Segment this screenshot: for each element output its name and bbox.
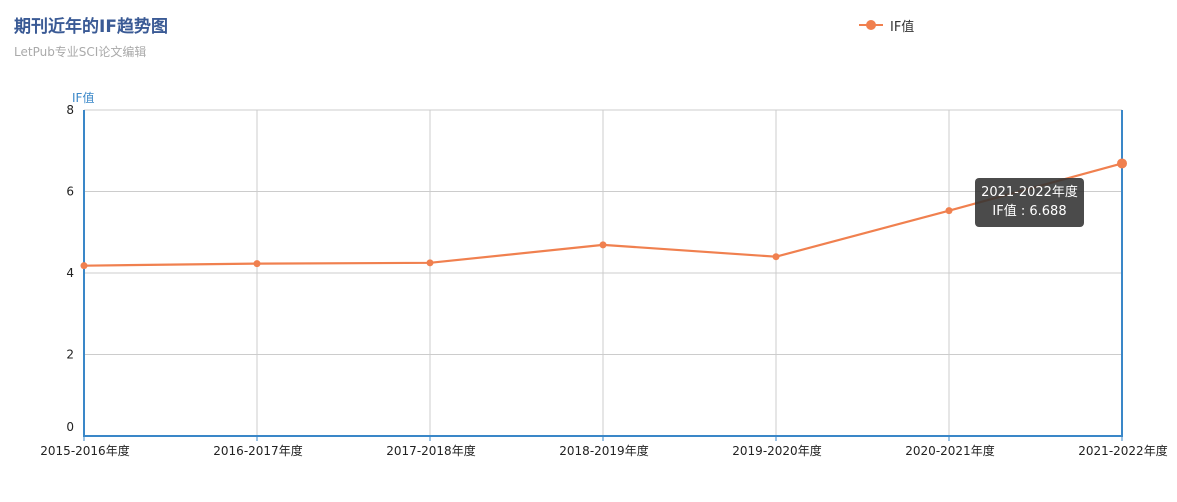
x-tick-label: 2021-2022年度 [1078,443,1167,458]
data-point[interactable] [253,260,261,268]
y-tick-label: 4 [66,266,74,280]
data-point[interactable] [426,259,434,267]
tooltip-value: 6.688 [1029,204,1067,219]
chart-subtitle: LetPub专业SCI论文编辑 [14,45,147,59]
legend-label: IF值 [890,19,915,35]
data-point[interactable] [1117,158,1127,169]
tooltip-value-row: IF值 : 6.688 [975,202,1084,221]
data-point[interactable] [599,241,607,249]
data-point[interactable] [945,207,953,215]
y-tick-label: 6 [66,185,74,199]
x-tick-label: 2016-2017年度 [213,443,302,458]
legend-line-marker-icon [859,20,883,30]
y-tick-label: 8 [66,103,74,117]
x-tick-label: 2019-2020年度 [732,443,821,458]
x-tick-label: 2015-2016年度 [40,443,129,458]
tooltip: 2021-2022年度 IF值 : 6.688 [975,178,1084,227]
y-axis-label: IF值 [72,90,94,105]
tooltip-series-name: IF值 [992,204,1017,219]
x-tick-label: 2020-2021年度 [905,443,994,458]
chart-title: 期刊近年的IF趋势图 [14,17,168,37]
data-point[interactable] [772,253,780,261]
y-tick-label: 2 [66,348,74,362]
tooltip-separator: : [1016,204,1030,219]
x-tick-label: 2017-2018年度 [386,443,475,458]
legend[interactable]: IF值 [858,16,915,35]
x-tick-label: 2018-2019年度 [559,443,648,458]
y-tick-label: 0 [66,420,74,434]
tooltip-category: 2021-2022年度 [981,185,1078,200]
data-point[interactable] [80,262,88,270]
